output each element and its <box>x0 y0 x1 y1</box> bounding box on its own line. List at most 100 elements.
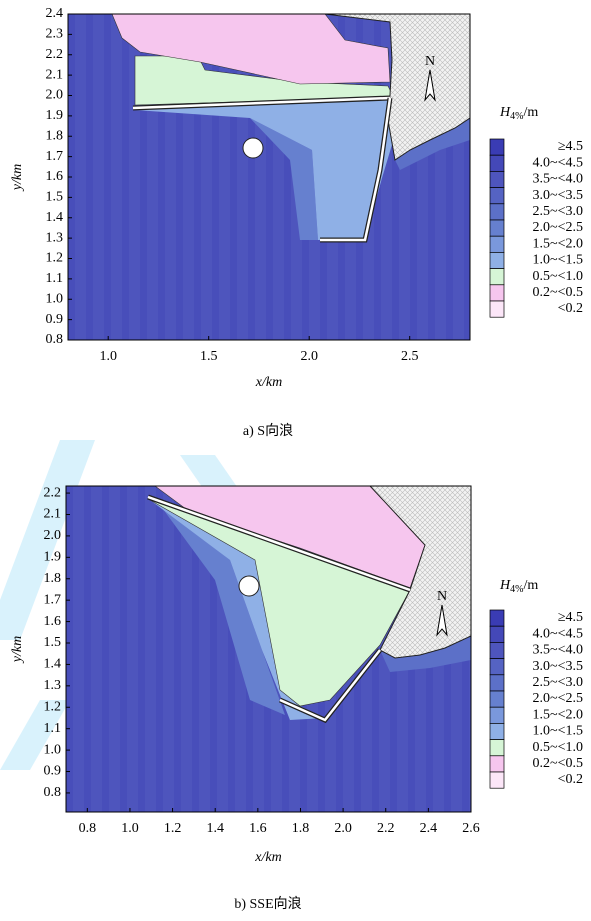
legend-title-sub: 4% <box>510 584 523 595</box>
legend-label: 1.0~<1.5 <box>533 253 583 268</box>
wave-band <box>428 14 435 340</box>
y-tick-label: 1.0 <box>46 291 64 306</box>
legend-swatch <box>489 739 505 757</box>
legend-swatch <box>489 235 505 253</box>
y-tick-label: 1.4 <box>44 657 62 672</box>
legend-label: ≥4.5 <box>558 610 583 625</box>
contour-field <box>66 486 471 812</box>
legend-swatch <box>489 219 505 237</box>
plot-frame <box>65 485 472 813</box>
region <box>380 636 471 672</box>
wave-band <box>120 486 127 812</box>
legend-label: 0.2~<0.5 <box>533 756 583 771</box>
y-tick-label: 2.2 <box>46 47 64 62</box>
x-tick-label: 1.8 <box>292 821 310 836</box>
legend-swatch <box>489 706 505 724</box>
wave-band <box>192 486 199 812</box>
island <box>238 575 260 597</box>
legend-swatch <box>489 268 505 286</box>
x-axis-label: x/km <box>254 850 281 865</box>
wave-band <box>284 14 291 340</box>
legend-swatch <box>489 154 505 172</box>
legend-swatch <box>489 690 505 708</box>
legend-label: ≥4.5 <box>558 139 583 154</box>
legend-label: 1.0~<1.5 <box>533 724 583 739</box>
north-label: N <box>425 54 435 69</box>
legend-swatch <box>489 203 505 221</box>
breakwater <box>147 495 411 592</box>
x-tick-label: 2.4 <box>420 821 438 836</box>
watermark <box>0 700 70 770</box>
legend-swatch <box>489 674 505 692</box>
wave-band <box>446 14 453 340</box>
legend-label: 3.5~<4.0 <box>533 643 583 658</box>
legend-swatch <box>489 625 505 643</box>
legend-label: 0.5~<1.0 <box>533 740 583 755</box>
land <box>369 486 471 659</box>
wave-band <box>156 486 163 812</box>
region <box>395 118 470 170</box>
x-tick-label: 1.6 <box>249 821 267 836</box>
legend-title-symbol: H <box>499 578 511 593</box>
x-tick-label: 0.8 <box>79 821 97 836</box>
legend-label: 3.5~<4.0 <box>533 172 583 187</box>
wave-band <box>140 14 147 340</box>
y-axis-label: y/km <box>10 636 25 664</box>
y-tick-label: 1.3 <box>44 678 62 693</box>
legend-swatch <box>489 138 505 156</box>
north-arrow <box>436 604 448 637</box>
wave-band <box>212 14 219 340</box>
x-axis-label: x/km <box>255 375 282 390</box>
y-tick-label: 1.4 <box>46 210 64 225</box>
legend-label: 4.0~<4.5 <box>533 155 583 170</box>
legend-swatch <box>489 171 505 188</box>
y-tick-label: 0.8 <box>44 785 62 800</box>
legend-swatch <box>489 300 505 318</box>
region <box>111 14 391 85</box>
legend-swatch <box>489 658 505 676</box>
legend-swatch <box>489 609 505 627</box>
legend-label: <0.2 <box>558 301 583 316</box>
legend-label: 2.5~<3.0 <box>533 675 583 690</box>
legend-label: 3.0~<3.5 <box>533 659 583 674</box>
y-tick-label: 1.5 <box>44 635 62 650</box>
legend-label: 3.0~<3.5 <box>533 188 583 203</box>
wave-band <box>174 486 181 812</box>
y-tick-label: 0.9 <box>46 312 64 327</box>
region <box>250 118 318 240</box>
wave-band <box>84 486 91 812</box>
legend-swatch <box>489 723 505 740</box>
wave-band <box>176 14 183 340</box>
y-tick-label: 1.9 <box>44 550 62 565</box>
legend-title-sub: 4% <box>510 111 523 122</box>
x-tick-label: 1.5 <box>200 349 218 364</box>
y-tick-label: 1.6 <box>46 169 64 184</box>
wave-band <box>228 486 235 812</box>
y-tick-label: 2.0 <box>44 528 62 543</box>
caption: a) S向浪 <box>243 423 293 439</box>
breakwater <box>132 96 391 110</box>
wave-band <box>210 486 217 812</box>
legend-title-unit: /m <box>523 578 538 593</box>
y-tick-label: 1.1 <box>46 271 64 286</box>
legend-label: 2.0~<2.5 <box>533 691 583 706</box>
north-label: N <box>437 589 447 604</box>
wave-band <box>230 14 237 340</box>
y-tick-label: 1.1 <box>44 721 62 736</box>
wave-band <box>122 14 129 340</box>
y-tick-label: 0.8 <box>46 332 64 347</box>
wave-band <box>86 14 93 340</box>
wave-band <box>248 14 255 340</box>
island <box>242 137 264 159</box>
x-tick-label: 1.0 <box>121 821 139 836</box>
x-tick-label: 1.0 <box>99 349 117 364</box>
wave-band <box>392 14 399 340</box>
land <box>324 14 470 161</box>
legend-label: <0.2 <box>558 772 583 787</box>
x-tick-label: 2.0 <box>300 349 318 364</box>
wave-band <box>104 14 111 340</box>
legend-label: 4.0~<4.5 <box>533 626 583 641</box>
wave-band <box>66 486 73 812</box>
x-tick-label: 2.0 <box>334 821 352 836</box>
